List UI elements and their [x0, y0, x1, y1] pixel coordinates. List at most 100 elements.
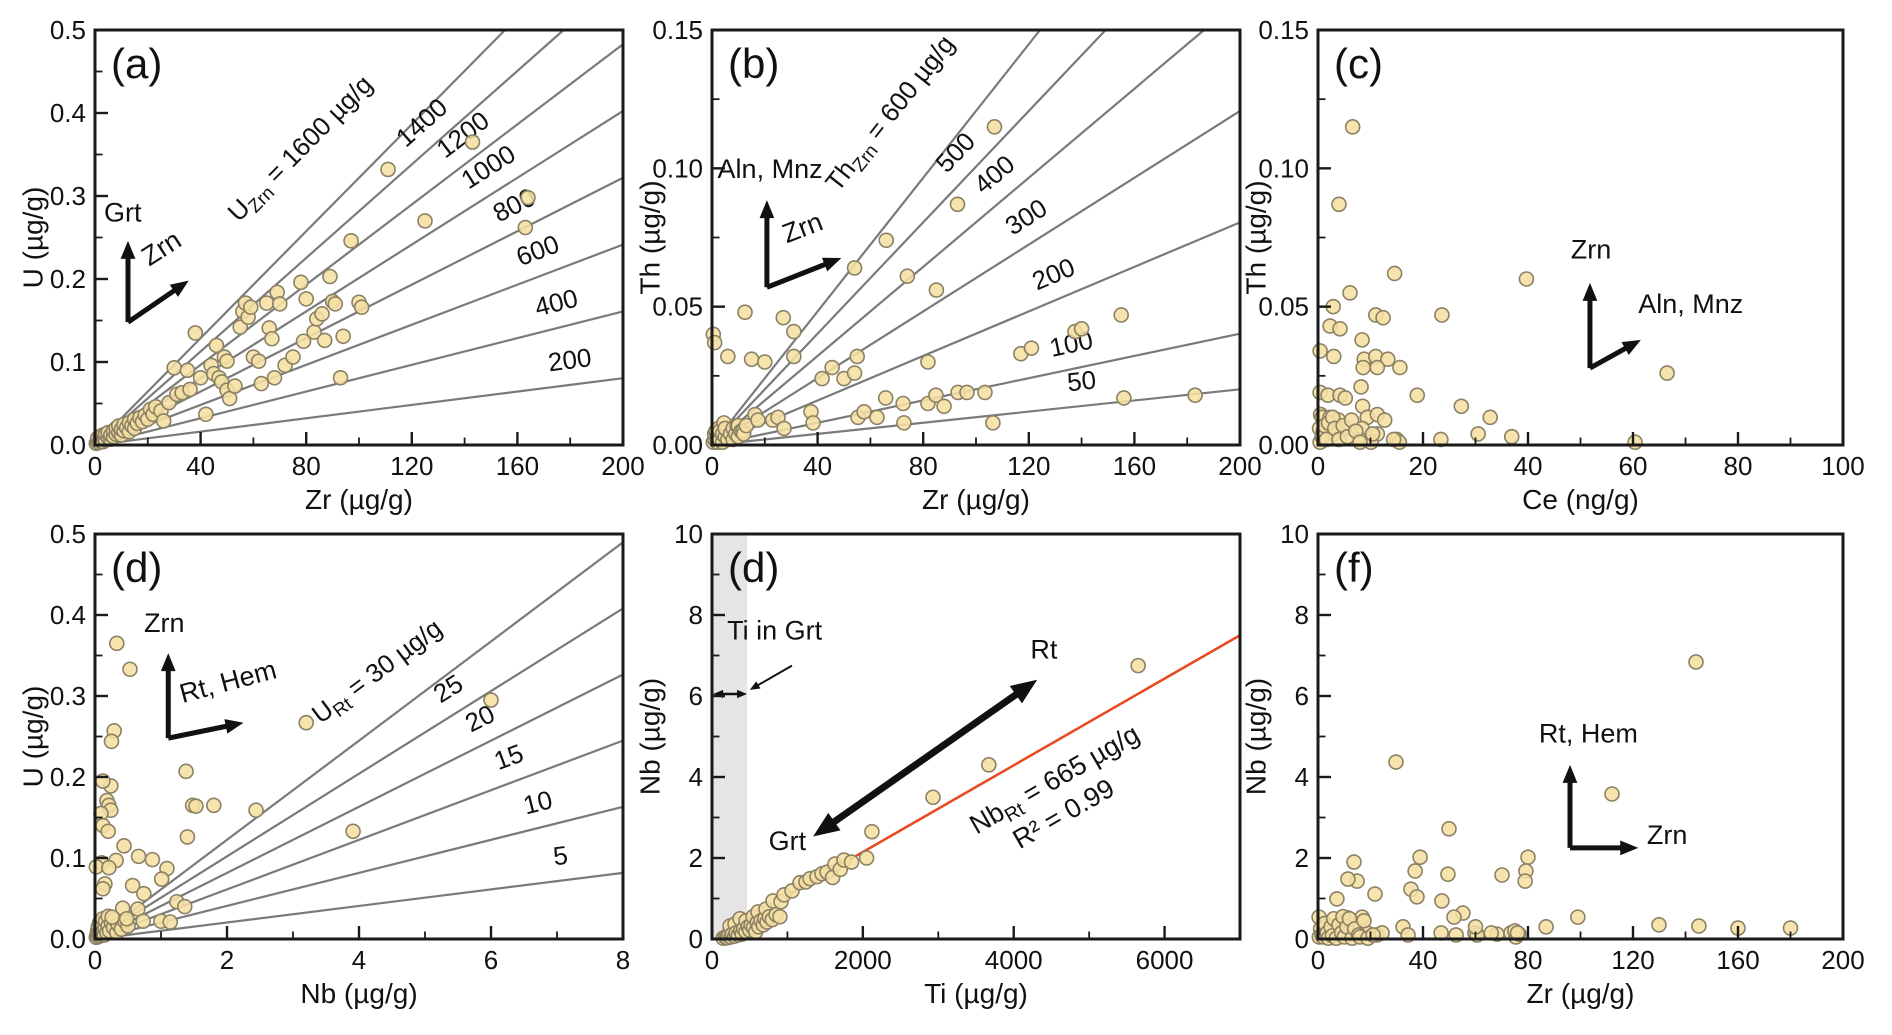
x-tick-label: 200	[601, 451, 644, 481]
x-tick-label: 80	[909, 451, 938, 481]
data-point	[757, 354, 773, 370]
data-point	[878, 232, 895, 249]
y-tick-label: 8	[689, 600, 703, 630]
data-point	[1494, 867, 1510, 883]
arrowhead	[1621, 339, 1641, 356]
data-point	[1116, 390, 1132, 406]
x-axis-title: Zr (µg/g)	[922, 484, 1030, 515]
data-point	[1369, 359, 1386, 376]
x-tick-label: 200	[1821, 945, 1864, 975]
data-point	[122, 661, 138, 678]
arrowhead	[224, 719, 244, 734]
data-point	[124, 877, 141, 894]
data-point	[1340, 871, 1356, 887]
data-point	[786, 348, 802, 365]
x-tick-label: 2	[220, 945, 234, 975]
data-point	[464, 134, 481, 150]
y-tick-label: 0.3	[50, 681, 86, 711]
data-point	[314, 306, 330, 322]
data-point	[242, 299, 259, 316]
x-tick-label: 160	[496, 451, 539, 481]
data-point	[928, 282, 945, 298]
data-point	[219, 353, 235, 369]
arrowhead	[821, 257, 842, 272]
x-tick-label: 8	[616, 945, 630, 975]
axis-ticks	[712, 98, 1189, 445]
regression-line	[779, 634, 1241, 901]
x-tick-label: 60	[1619, 451, 1648, 481]
x-axis-title: Nb (µg/g)	[300, 978, 417, 1009]
y-tick-label: 2	[1295, 843, 1309, 873]
arrow-shaft	[126, 286, 179, 325]
data-point	[1312, 343, 1328, 359]
data-point	[1434, 893, 1450, 909]
data-point	[1367, 886, 1383, 902]
data-point	[1503, 428, 1520, 445]
data-point	[295, 333, 312, 350]
data-point	[1187, 387, 1203, 404]
data-point	[1627, 434, 1643, 451]
data-point	[775, 309, 792, 326]
data-point	[1688, 654, 1704, 670]
data-point	[750, 412, 766, 428]
data-point	[327, 296, 344, 312]
data-point	[985, 415, 1001, 431]
y-tick-label: 0.5	[50, 519, 86, 549]
phase-label: Ti in Grt	[727, 615, 822, 645]
data-point	[316, 332, 333, 349]
y-tick-label: 6	[689, 681, 703, 711]
data-point	[116, 838, 132, 854]
axis-ticks	[1318, 98, 1792, 445]
data-point	[322, 268, 338, 285]
x-tick-label: 80	[1724, 451, 1753, 481]
data-point	[824, 359, 840, 376]
arrowhead	[749, 681, 761, 690]
data-point	[332, 369, 349, 386]
x-tick-label: 6	[484, 945, 498, 975]
scatter-points	[88, 134, 536, 452]
x-tick-label: 160	[1113, 451, 1156, 481]
scatter-points	[705, 119, 1203, 451]
data-point	[1356, 912, 1372, 929]
y-tick-label: 10	[1280, 519, 1309, 549]
reference-line-label: 200	[1028, 252, 1080, 297]
data-point	[1538, 919, 1554, 935]
data-point	[805, 415, 821, 431]
x-tick-label: 0	[1311, 451, 1325, 481]
data-point	[101, 859, 117, 876]
phase-label: Aln, Mnz	[1638, 289, 1743, 319]
data-point	[1453, 398, 1470, 415]
data-point	[298, 291, 315, 307]
data-point	[135, 913, 151, 929]
data-point	[178, 763, 194, 780]
reference-line-1200	[94, 43, 624, 446]
y-tick-label: 0.0	[50, 924, 86, 954]
data-point	[1388, 754, 1404, 770]
panel-letter: (f)	[1334, 544, 1374, 591]
y-tick-label: 10	[674, 519, 703, 549]
arrow-shaft	[1588, 344, 1630, 371]
data-point	[1073, 320, 1090, 337]
data-point	[743, 351, 760, 368]
data-point	[1364, 426, 1381, 442]
y-tick-label: 0.2	[50, 264, 86, 294]
arrowhead	[813, 812, 841, 837]
data-point	[264, 330, 280, 347]
data-point	[949, 196, 966, 213]
panel-a-u-vs-zr: UZrn = 1600 µg/g 140012001000800600400200…	[18, 15, 645, 515]
x-tick-label: 100	[1821, 451, 1864, 481]
arrow-shaft	[167, 723, 230, 741]
y-tick-label: 0.5	[50, 15, 86, 45]
x-tick-label: 40	[1409, 945, 1438, 975]
data-point	[1331, 196, 1347, 213]
reference-line-100	[711, 332, 1241, 447]
data-point	[380, 161, 396, 178]
reference-line-400	[711, 29, 1205, 446]
data-point	[258, 295, 275, 311]
data-point	[1375, 309, 1391, 326]
axis-ticks	[712, 573, 1166, 939]
data-point	[1380, 351, 1396, 368]
arrowhead	[1009, 679, 1038, 704]
